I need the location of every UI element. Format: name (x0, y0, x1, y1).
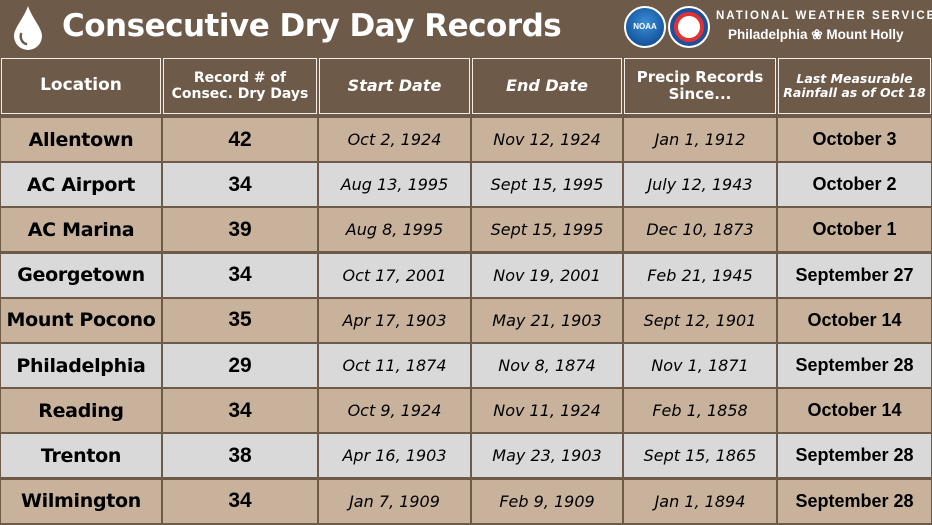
cell-start-date: Jan 7, 1909 (319, 479, 470, 523)
table-row: Wilmington 34 Jan 7, 1909 Feb 9, 1909 Jan 1,… (0, 479, 932, 525)
cell-end-date: Nov 12, 1924 (472, 118, 622, 161)
cell-location: Philadelphia (1, 344, 161, 387)
records-table: Location Record # of Consec. Dry Days St… (0, 56, 932, 524)
org-office: Philadelphia ❀ Mount Holly (728, 27, 904, 42)
header-bar: Consecutive Dry Day Records NOAA NATIONA… (0, 0, 932, 56)
cell-last-rainfall: September 28 (778, 479, 931, 523)
cell-start-date: Oct 11, 1874 (319, 344, 470, 387)
cell-precip-since: Nov 1, 1871 (624, 344, 776, 387)
nws-logo-icon (668, 6, 710, 48)
cell-start-date: Oct 9, 1924 (319, 389, 470, 433)
cell-last-rainfall: September 28 (778, 344, 931, 387)
cell-last-rainfall: September 27 (778, 253, 931, 297)
cell-end-date: Sept 15, 1995 (472, 163, 622, 207)
cell-precip-since: Sept 12, 1901 (624, 298, 776, 342)
cell-end-date: Nov 19, 2001 (472, 253, 622, 297)
cell-last-rainfall: October 14 (778, 389, 931, 433)
table-row: Trenton 38 Apr 16, 1903 May 23, 1903 Sept 15… (0, 434, 932, 479)
cell-precip-since: Feb 21, 1945 (624, 253, 776, 297)
cell-start-date: Oct 2, 1924 (319, 118, 470, 161)
table-row: Mount Pocono 35 Apr 17, 1903 May 21, 1903 Se… (0, 298, 932, 344)
column-header-start-date: Start Date (319, 58, 470, 114)
cell-location: AC Marina (1, 208, 161, 252)
cell-start-date: Apr 16, 1903 (319, 434, 470, 478)
cell-location: Allentown (1, 118, 161, 161)
column-header-precip-since: Precip Records Since... (624, 58, 776, 114)
cell-start-date: Aug 8, 1995 (319, 208, 470, 252)
cell-record: 29 (163, 344, 317, 387)
cell-end-date: May 23, 1903 (472, 434, 622, 478)
cell-record: 34 (163, 389, 317, 433)
table-row: Philadelphia 29 Oct 11, 1874 Nov 8, 1874 Nov… (0, 344, 932, 389)
column-header-record: Record # of Consec. Dry Days (163, 58, 317, 114)
cell-record: 38 (163, 434, 317, 478)
column-header-location: Location (1, 58, 161, 114)
cell-precip-since: Sept 15, 1865 (624, 434, 776, 478)
cell-location: Georgetown (1, 253, 161, 297)
cell-last-rainfall: October 14 (778, 298, 931, 342)
cell-last-rainfall: October 1 (778, 208, 931, 252)
noaa-logo-icon: NOAA (624, 6, 666, 48)
cell-record: 34 (163, 253, 317, 297)
table-row: AC Airport 34 Aug 13, 1995 Sept 15, 1995 Jul… (0, 163, 932, 208)
cell-location: Mount Pocono (1, 298, 161, 342)
cell-location: AC Airport (1, 163, 161, 207)
cell-precip-since: Jan 1, 1894 (624, 479, 776, 523)
cell-precip-since: July 12, 1943 (624, 163, 776, 207)
cell-start-date: Apr 17, 1903 (319, 298, 470, 342)
org-name: NATIONAL WEATHER SERVICE (716, 10, 932, 22)
cell-precip-since: Dec 10, 1873 (624, 208, 776, 252)
cell-end-date: Sept 15, 1995 (472, 208, 622, 252)
cell-last-rainfall: October 2 (778, 163, 931, 207)
cell-start-date: Aug 13, 1995 (319, 163, 470, 207)
column-header-end-date: End Date (472, 58, 622, 114)
page-title: Consecutive Dry Day Records (62, 8, 562, 44)
cell-precip-since: Jan 1, 1912 (624, 118, 776, 161)
cell-record: 34 (163, 163, 317, 207)
cell-start-date: Oct 17, 2001 (319, 253, 470, 297)
cell-location: Wilmington (1, 479, 161, 523)
column-header-last-rainfall: Last Measurable Rainfall as of Oct 18 (778, 58, 931, 114)
cell-location: Reading (1, 389, 161, 433)
cell-last-rainfall: September 28 (778, 434, 931, 478)
cell-end-date: Nov 8, 1874 (472, 344, 622, 387)
table-row: AC Marina 39 Aug 8, 1995 Sept 15, 1995 Dec 1… (0, 208, 932, 253)
cell-end-date: May 21, 1903 (472, 298, 622, 342)
cell-end-date: Feb 9, 1909 (472, 479, 622, 523)
cell-record: 34 (163, 479, 317, 523)
cell-last-rainfall: October 3 (778, 118, 931, 161)
cell-record: 35 (163, 298, 317, 342)
table-row: Georgetown 34 Oct 17, 2001 Nov 19, 2001 Feb … (0, 253, 932, 299)
table-row: Allentown 42 Oct 2, 1924 Nov 12, 1924 Jan 1,… (0, 118, 932, 163)
water-drop-icon (14, 6, 42, 50)
table-row: Reading 34 Oct 9, 1924 Nov 11, 1924 Feb 1, 1… (0, 389, 932, 434)
cell-record: 39 (163, 208, 317, 252)
table-header-row: Location Record # of Consec. Dry Days St… (0, 56, 932, 118)
cell-precip-since: Feb 1, 1858 (624, 389, 776, 433)
cell-end-date: Nov 11, 1924 (472, 389, 622, 433)
noaa-logo-text: NOAA (633, 22, 657, 31)
cell-record: 42 (163, 118, 317, 161)
cell-location: Trenton (1, 434, 161, 478)
